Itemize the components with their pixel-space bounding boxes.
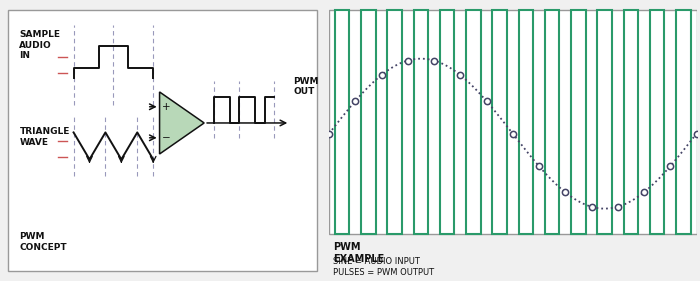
- Bar: [492, 10, 507, 234]
- Bar: [387, 10, 402, 234]
- Bar: [571, 10, 586, 234]
- Text: PWM
CONCEPT: PWM CONCEPT: [20, 232, 67, 252]
- FancyBboxPatch shape: [8, 10, 317, 271]
- Bar: [519, 10, 533, 234]
- Text: SINE = AUDIO INPUT
PULSES = PWM OUTPUT: SINE = AUDIO INPUT PULSES = PWM OUTPUT: [332, 257, 434, 277]
- Bar: [624, 10, 638, 234]
- Text: PWM
EXAMPLE: PWM EXAMPLE: [332, 242, 384, 264]
- FancyBboxPatch shape: [329, 10, 696, 234]
- Bar: [440, 10, 454, 234]
- Bar: [414, 10, 428, 234]
- Text: SAMPLE
AUDIO
IN: SAMPLE AUDIO IN: [20, 30, 60, 60]
- Text: +: +: [162, 102, 170, 112]
- Bar: [597, 10, 612, 234]
- Text: TRIANGLE
WAVE: TRIANGLE WAVE: [20, 127, 70, 147]
- Bar: [545, 10, 559, 234]
- Bar: [676, 10, 691, 234]
- Bar: [466, 10, 481, 234]
- Bar: [650, 10, 664, 234]
- Polygon shape: [160, 92, 204, 154]
- Text: PWM
OUT: PWM OUT: [293, 77, 319, 96]
- Bar: [335, 10, 349, 234]
- Text: −: −: [162, 133, 170, 143]
- Bar: [361, 10, 376, 234]
